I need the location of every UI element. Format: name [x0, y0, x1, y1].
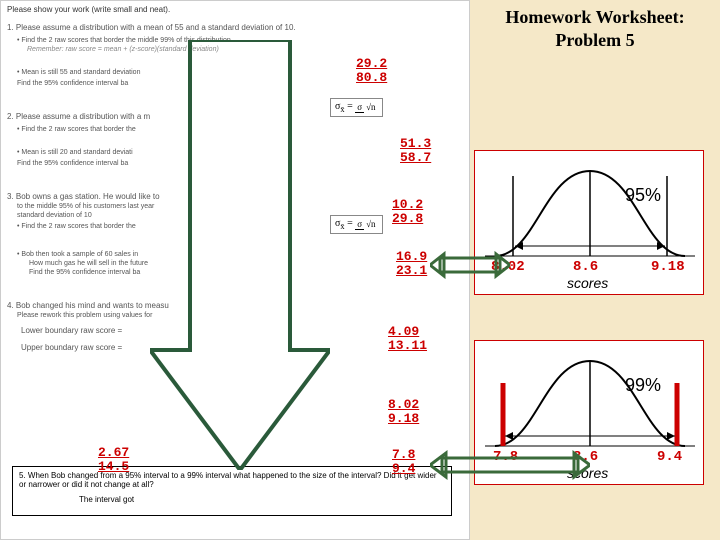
p1a: 29.2: [356, 57, 396, 71]
q4la: 2.67: [98, 446, 138, 460]
q1-bullet: • Find the 2 raw scores that border the …: [17, 36, 463, 45]
answer-pair-2: 51.3 58.7: [400, 137, 440, 166]
q1-mean2: Find the 95% confidence interval ba: [17, 79, 463, 88]
c1-t2: 8.6: [573, 259, 598, 275]
p4b: 23.1: [396, 264, 436, 278]
p6a: 8.02: [388, 398, 428, 412]
p5b: 13.11: [388, 339, 428, 353]
c2-axis: scores: [567, 465, 608, 481]
q2: 2. Please assume a distribution with a m: [7, 112, 463, 122]
p7a: 7.8: [392, 448, 432, 462]
slide-title: Homework Worksheet: Problem 5: [470, 6, 720, 51]
q4-upper-label: Upper boundary raw score =: [21, 343, 122, 352]
q1-mean: • Mean is still 55 and standard deviatio…: [17, 68, 463, 77]
answer-pair-3: 10.2 29.8: [392, 198, 432, 227]
q2-bullet: • Find the 2 raw scores that border the: [17, 125, 463, 134]
answer-pair-4: 16.9 23.1: [396, 250, 436, 279]
q1: 1. Please assume a distribution with a m…: [7, 23, 463, 33]
q5-answer-prompt: The interval got: [79, 495, 445, 504]
answer-pair-7: 7.8 9.4: [392, 448, 432, 477]
answer-pair-6: 8.02 9.18: [388, 398, 428, 427]
c2-t1: 7.8: [493, 449, 518, 465]
q2-mean2: Find the 95% confidence interval ba: [17, 159, 463, 168]
p3a: 10.2: [392, 198, 432, 212]
q5-box: 5. When Bob changed from a 95% interval …: [12, 466, 452, 516]
pct-99: 99%: [625, 375, 661, 396]
worksheet-header: Please show your work (write small and n…: [7, 5, 463, 15]
c2-t2: 8.6: [573, 449, 598, 465]
title-line2: Problem 5: [470, 29, 720, 52]
p7b: 9.4: [392, 462, 432, 476]
pct-95: 95%: [625, 185, 661, 206]
c2-t3: 9.4: [657, 449, 682, 465]
formula-box-1: σx̄ = σ√n: [330, 98, 383, 117]
p2a: 51.3: [400, 137, 440, 151]
q4: 4. Bob changed his mind and wants to mea…: [7, 301, 463, 311]
title-line1: Homework Worksheet:: [470, 6, 720, 29]
c1-axis: scores: [567, 275, 608, 291]
c1-t1: 8.02: [491, 259, 525, 275]
curve-panel-95: 95% 8.02 8.6 9.18 scores: [474, 150, 704, 295]
q2-mean: • Mean is still 20 and standard deviati: [17, 148, 463, 157]
p3b: 29.8: [392, 212, 432, 226]
p4a: 16.9: [396, 250, 436, 264]
q1-sub: Remember: raw score = mean + (z-score)(s…: [27, 45, 463, 54]
q5-text: 5. When Bob changed from a 95% interval …: [19, 471, 445, 489]
p5a: 4.09: [388, 325, 428, 339]
p6b: 9.18: [388, 412, 428, 426]
p2b: 58.7: [400, 151, 440, 165]
q4-answer-pair: 2.67 14.5: [98, 446, 138, 475]
q4b: Please rework this problem using values …: [17, 311, 463, 320]
p1b: 80.8: [356, 71, 396, 85]
formula-box-2: σx̄ = σ√n: [330, 215, 383, 234]
c1-t3: 9.18: [651, 259, 685, 275]
answer-pair-1: 29.2 80.8: [356, 57, 396, 86]
q4-lower-label: Lower boundary raw score =: [21, 326, 122, 335]
answer-pair-5: 4.09 13.11: [388, 325, 428, 354]
q4lb: 14.5: [98, 460, 138, 474]
curve-panel-99: 99% 7.8 8.6 9.4 scores: [474, 340, 704, 485]
